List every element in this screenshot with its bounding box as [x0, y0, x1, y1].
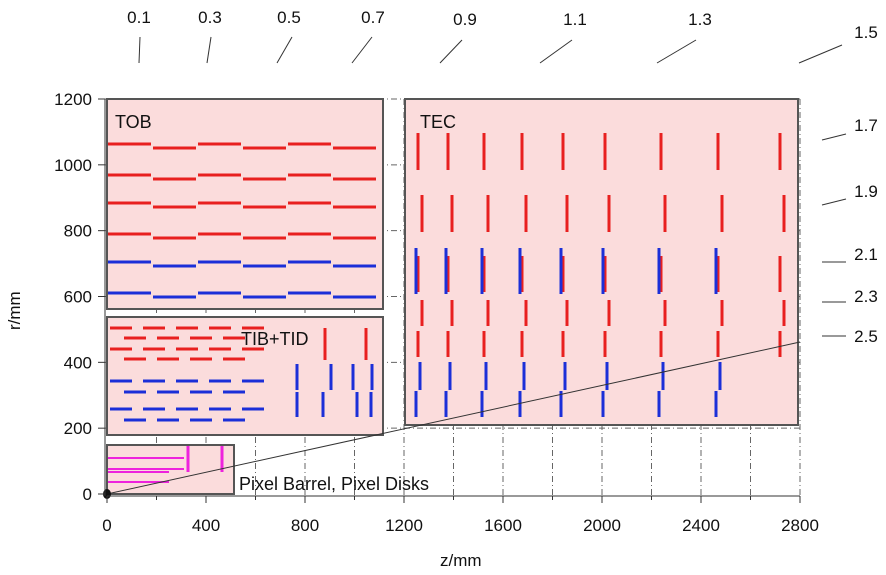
eta-pointer-line	[206, 36, 212, 64]
y-tick-label: 200	[64, 419, 92, 438]
x-tick-label: 400	[192, 516, 220, 535]
eta-pointer-line	[798, 44, 843, 64]
tec-label: TEC	[420, 112, 456, 132]
y-axis-title: r/mm	[5, 291, 24, 330]
detector-modules	[108, 133, 786, 483]
x-tick-label: 2400	[682, 516, 720, 535]
x-tick-label: 2000	[583, 516, 621, 535]
eta-label: 0.3	[198, 8, 222, 27]
pixel-label: Pixel Barrel, Pixel Disks	[239, 474, 429, 494]
eta-label: 0.5	[277, 8, 301, 27]
eta-label: 1.5	[854, 23, 878, 42]
eta-label: 1.7	[854, 116, 878, 135]
eta-pointer-line	[821, 198, 847, 206]
y-tick-label: 1200	[54, 90, 92, 109]
eta-label: 2.3	[854, 287, 878, 306]
eta-label: 0.7	[361, 8, 385, 27]
eta-label: 0.1	[127, 8, 151, 27]
eta-label: 2.5	[854, 327, 878, 346]
eta-pointer-line	[351, 36, 373, 64]
x-ticks: 0 400 800 1200 1600 2000 2400 2800	[102, 496, 819, 535]
eta-markers: 0.1 0.3 0.5 0.7 0.9 1.1 1.3 1.5 1.7 1.9 2.1 2.3 2.5	[127, 8, 878, 346]
eta-pointer-line	[539, 39, 573, 64]
eta-pointer-line	[656, 39, 697, 64]
eta-label: 2.1	[854, 245, 878, 264]
y-tick-label: 1000	[54, 156, 92, 175]
eta-pointer-line	[276, 36, 293, 64]
eta-label: 0.9	[453, 10, 477, 29]
y-ticks: 0 200 400 600 800 1000 1200	[54, 90, 105, 504]
eta-pointer-line	[821, 133, 847, 141]
eta-label: 1.3	[688, 10, 712, 29]
tob-region	[106, 98, 384, 310]
x-tick-label: 0	[102, 516, 111, 535]
y-tick-label: 400	[64, 353, 92, 372]
x-tick-label: 1600	[484, 516, 522, 535]
x-tick-label: 800	[291, 516, 319, 535]
tob-label: TOB	[115, 112, 152, 132]
eta-pointer-line	[439, 39, 463, 64]
x-axis-title: z/mm	[440, 551, 482, 570]
eta-pointer-line	[138, 36, 141, 64]
eta-boundary-line	[106, 341, 801, 495]
x-tick-label: 2800	[781, 516, 819, 535]
tib-region	[106, 316, 384, 436]
eta-label: 1.1	[563, 10, 587, 29]
y-tick-label: 600	[64, 288, 92, 307]
x-tick-label: 1200	[385, 516, 423, 535]
y-tick-label: 0	[83, 485, 92, 504]
y-tick-label: 800	[64, 222, 92, 241]
tib-label: TIB+TID	[241, 329, 309, 349]
eta-label: 1.9	[854, 182, 878, 201]
